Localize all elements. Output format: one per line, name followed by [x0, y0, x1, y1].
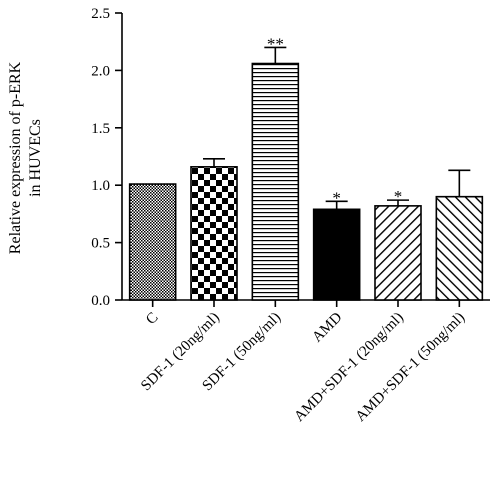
x-category-label: C	[143, 310, 161, 328]
y-tick-label: 1.5	[91, 121, 110, 137]
significance-marker: *	[332, 188, 341, 207]
bar-3	[312, 208, 361, 301]
y-tick-label: 1.0	[91, 178, 110, 194]
bar-5	[435, 195, 484, 301]
bar-2	[251, 62, 300, 301]
y-tick-label: 0.0	[91, 293, 110, 309]
x-category-label: AMD+SDF-1 (20ng/ml)	[291, 310, 406, 425]
bars: *** *	[128, 34, 484, 301]
bar-4	[374, 205, 422, 301]
bar-0	[128, 183, 177, 301]
bar-1	[190, 166, 238, 301]
y-axis-label-line2: in HUVECs	[27, 119, 44, 197]
y-axis-label: Relative expression of p-ERK	[7, 61, 24, 254]
significance-marker: *	[394, 187, 403, 206]
y-tick-label: 0.5	[91, 236, 110, 252]
y-tick-label: 2.5	[91, 6, 110, 22]
y-tick-label: 2.0	[91, 63, 110, 79]
x-category-label: AMD	[309, 309, 345, 345]
significance-marker: **	[267, 34, 284, 53]
x-category-label: AMD+SDF-1 (50ng/ml)	[353, 310, 468, 425]
